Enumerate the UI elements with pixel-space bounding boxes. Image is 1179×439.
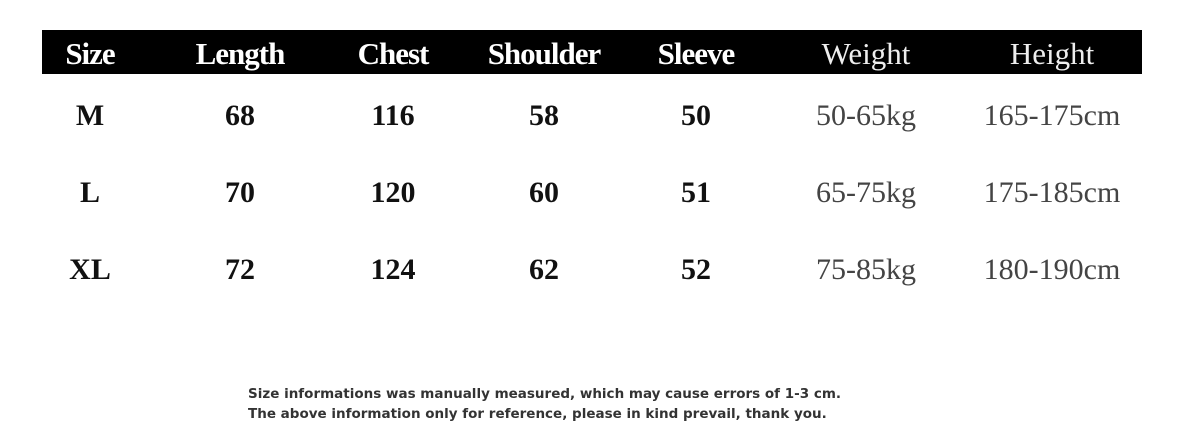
table-cell: 58 bbox=[529, 99, 559, 132]
table-cell: 60 bbox=[529, 176, 559, 209]
table-cell: 52 bbox=[681, 253, 711, 286]
table-cell: 51 bbox=[681, 176, 711, 209]
column-header: Size bbox=[65, 36, 115, 71]
table-cell: 70 bbox=[225, 176, 255, 209]
table-cell: 50-65kg bbox=[816, 99, 916, 132]
table-cell: 180-190cm bbox=[983, 253, 1121, 286]
column-header: Length bbox=[195, 36, 286, 71]
table-cell: 175-185cm bbox=[983, 176, 1121, 209]
column-header: Sleeve bbox=[657, 36, 736, 71]
header-bar bbox=[42, 30, 1142, 74]
table-cell: 116 bbox=[371, 99, 415, 132]
column-header: Shoulder bbox=[487, 36, 602, 71]
table-cell: 120 bbox=[370, 176, 416, 209]
table-cell: 165-175cm bbox=[983, 99, 1121, 132]
table-cell: 75-85kg bbox=[816, 253, 916, 286]
column-header: Chest bbox=[357, 36, 430, 71]
table-cell: 62 bbox=[529, 253, 559, 286]
table-cell: 50 bbox=[681, 99, 711, 132]
table-cell: XL bbox=[69, 253, 111, 286]
note: The above information only for reference… bbox=[248, 406, 827, 422]
table-cell: 68 bbox=[225, 99, 255, 132]
table-cell: L bbox=[79, 176, 101, 209]
column-header: Weight bbox=[821, 36, 911, 71]
table-cell: 72 bbox=[225, 253, 255, 286]
table-cell: 124 bbox=[370, 253, 416, 286]
column-header: Height bbox=[1009, 36, 1095, 71]
note: Size informations was manually measured,… bbox=[248, 386, 842, 402]
table-cell: M bbox=[75, 99, 105, 132]
table-cell: 65-75kg bbox=[816, 176, 916, 209]
